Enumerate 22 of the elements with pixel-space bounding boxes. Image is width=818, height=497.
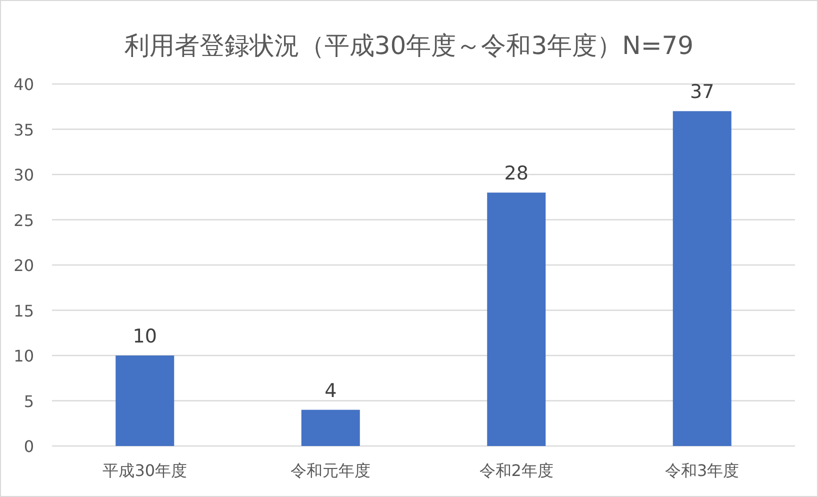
x-tick-label: 令和元年度 [290,461,371,480]
x-tick-label: 令和2年度 [479,461,554,480]
x-tick-label: 令和3年度 [665,461,740,480]
y-tick-label: 35 [14,120,34,140]
chart-title: 利用者登録状況（平成30年度～令和3年度）N=79 [124,31,694,60]
y-tick-label: 40 [14,75,34,94]
data-label: 4 [324,380,337,402]
data-label: 28 [504,162,528,185]
x-tick-label: 平成30年度 [102,461,188,480]
bar [116,356,174,446]
y-tick-label: 15 [14,301,34,320]
y-tick-label: 30 [14,166,34,184]
y-tick-label: 10 [14,346,34,366]
bar [487,192,546,446]
bar [672,111,732,446]
data-label: 10 [132,326,157,348]
bar [301,410,360,446]
y-tick-label: 25 [14,210,34,230]
y-tick-label: 20 [14,256,34,275]
y-tick-label: 5 [24,392,34,411]
data-label: 37 [690,81,714,104]
y-tick-label: 0 [24,437,34,456]
